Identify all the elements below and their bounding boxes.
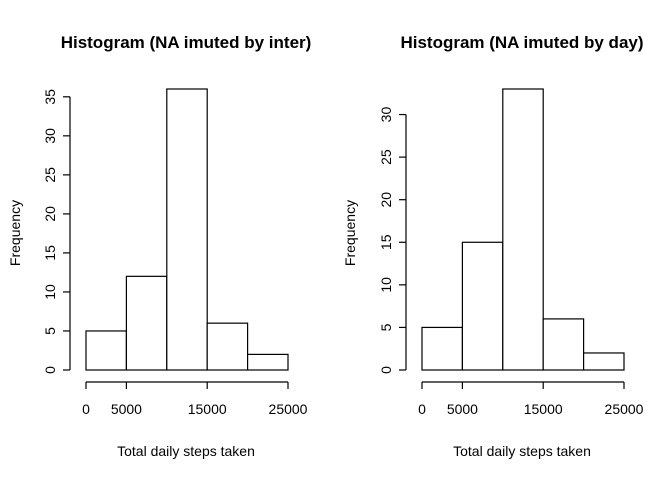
histogram-bar <box>206 322 249 371</box>
x-tick-label: 0 <box>82 401 90 417</box>
histogram-bar <box>421 326 464 371</box>
y-axis-label: Frequency <box>342 200 358 266</box>
y-tick-label: 15 <box>378 234 394 250</box>
y-tick-label: 10 <box>378 277 394 293</box>
y-tick-label: 30 <box>42 128 58 144</box>
x-tick-label: 5000 <box>111 401 142 417</box>
histogram-bar <box>247 353 289 371</box>
y-tick-label: 25 <box>42 167 58 183</box>
bars <box>421 88 625 371</box>
y-tick-label: 0 <box>42 366 58 374</box>
y-tick-label: 10 <box>42 284 58 300</box>
histogram-bar <box>125 275 168 371</box>
histogram-bar <box>542 318 585 371</box>
y-tick-label: 25 <box>378 149 394 165</box>
x-tick-label: 15000 <box>524 401 563 417</box>
y-axis: 0 5 10 15 20 25 30 <box>378 107 407 374</box>
x-tick-label: 15000 <box>188 401 227 417</box>
y-axis-label: Frequency <box>7 200 23 266</box>
y-tick-label: 20 <box>42 206 58 222</box>
y-tick-label: 35 <box>42 89 58 105</box>
y-tick-label: 0 <box>378 366 394 374</box>
y-tick-label: 15 <box>42 245 58 261</box>
bars <box>85 88 289 371</box>
y-tick-label: 30 <box>378 107 394 123</box>
y-tick-label: 5 <box>378 323 394 331</box>
histogram-bar <box>461 241 504 371</box>
y-tick-label: 5 <box>42 327 58 335</box>
x-axis-label: Total daily steps taken <box>453 443 591 459</box>
x-axis-label: Total daily steps taken <box>117 443 255 459</box>
histogram-bar <box>85 330 128 371</box>
chart-title: Histogram (NA imuted by inter) <box>61 33 312 52</box>
histogram-bar <box>166 88 208 371</box>
x-tick-label: 25000 <box>269 401 308 417</box>
x-tick-label: 5000 <box>447 401 478 417</box>
histogram-bar <box>502 88 544 371</box>
y-tick-label: 20 <box>378 192 394 208</box>
histogram-panel-day: Histogram (NA imuted by day) Total daily… <box>342 33 644 459</box>
y-axis: 0 5 10 15 20 25 30 35 <box>42 89 71 374</box>
histogram-panel-inter: Histogram (NA imuted by inter) Total dai… <box>7 33 311 459</box>
x-tick-label: 0 <box>418 401 426 417</box>
histogram-bar <box>582 352 625 371</box>
x-axis: 0 5000 15000 25000 <box>418 381 644 417</box>
chart-title: Histogram (NA imuted by day) <box>400 33 643 52</box>
x-tick-label: 25000 <box>605 401 644 417</box>
x-axis: 0 5000 15000 25000 <box>82 381 308 417</box>
